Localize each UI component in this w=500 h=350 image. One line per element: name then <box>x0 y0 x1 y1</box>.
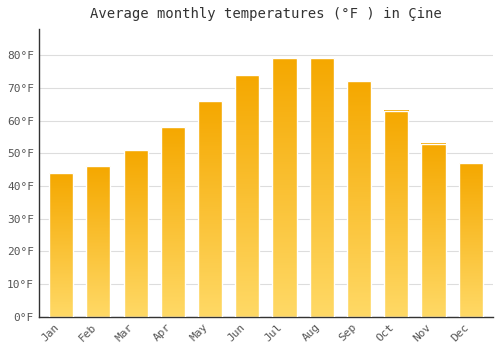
Bar <box>86 166 110 317</box>
Bar <box>49 173 73 317</box>
Bar <box>124 150 148 317</box>
Bar <box>310 58 334 317</box>
Bar <box>198 101 222 317</box>
Bar <box>458 163 483 317</box>
Title: Average monthly temperatures (°F ) in Çine: Average monthly temperatures (°F ) in Çi… <box>90 7 442 21</box>
Bar <box>272 58 296 317</box>
Bar <box>160 127 185 317</box>
Bar <box>384 111 408 317</box>
Bar <box>347 81 371 317</box>
Bar <box>235 75 260 317</box>
Bar <box>422 144 446 317</box>
